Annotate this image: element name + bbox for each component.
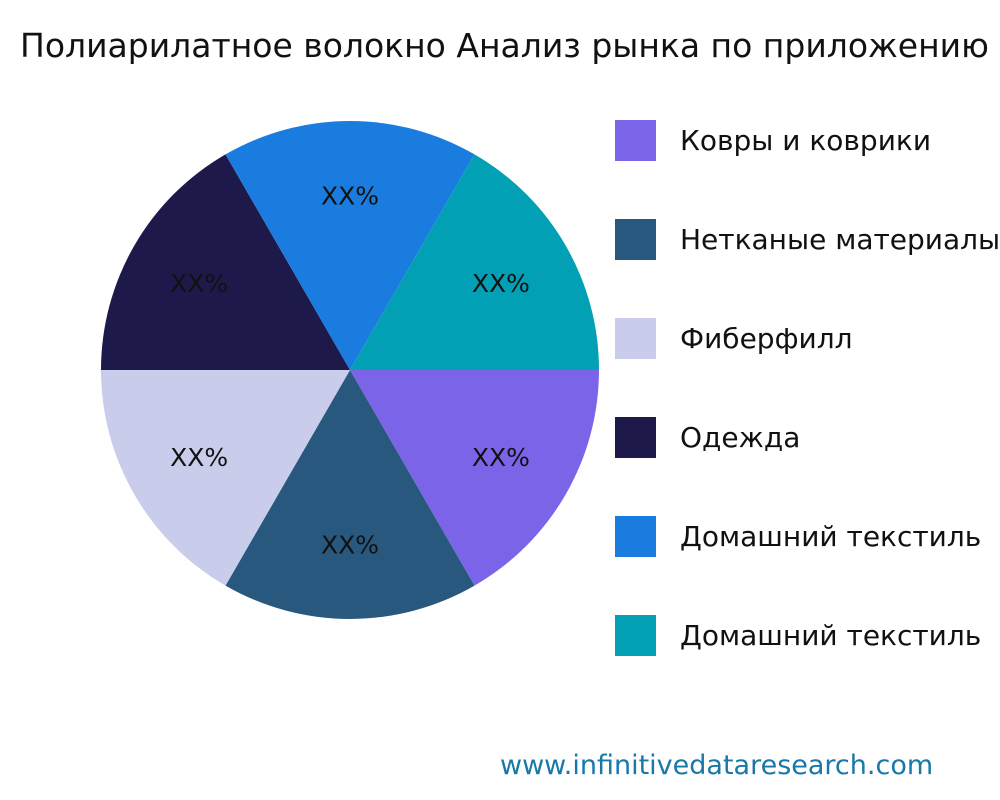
pie-slice-4	[225, 121, 475, 370]
chart-legend: Ковры и коврики Нетканые материалы Фибер…	[615, 120, 1000, 656]
legend-label-home-textile-2: Домашний текстиль	[680, 619, 982, 652]
pie-slice-5	[350, 154, 599, 370]
pie-slice-2	[101, 370, 350, 586]
legend-label-fiberfill: Фиберфилл	[680, 322, 853, 355]
legend-item-carpets: Ковры и коврики	[615, 120, 1000, 161]
legend-label-carpets: Ковры и коврики	[680, 124, 932, 157]
legend-label-nonwovens: Нетканые материалы	[680, 223, 1000, 256]
pie-slice-label-2: XX%	[170, 443, 228, 472]
legend-item-home-textile-1: Домашний текстиль	[615, 516, 1000, 557]
pie-slice-label-3: XX%	[170, 269, 228, 298]
legend-swatch-carpets	[615, 120, 656, 161]
chart-title: Полиарилатное волокно Анализ рынка по пр…	[20, 26, 989, 65]
legend-item-home-textile-2: Домашний текстиль	[615, 615, 1000, 656]
legend-swatch-fiberfill	[615, 318, 656, 359]
pie-slice-3	[101, 154, 350, 370]
legend-item-nonwovens: Нетканые материалы	[615, 219, 1000, 260]
legend-label-clothing: Одежда	[680, 421, 801, 454]
pie-slice-label-5: XX%	[472, 269, 530, 298]
pie-slice-label-1: XX%	[321, 530, 379, 559]
legend-item-clothing: Одежда	[615, 417, 1000, 458]
legend-swatch-home-textile-2	[615, 615, 656, 656]
legend-item-fiberfill: Фиберфилл	[615, 318, 1000, 359]
legend-swatch-home-textile-1	[615, 516, 656, 557]
pie-slice-label-0: XX%	[472, 443, 530, 472]
pie-slice-0	[350, 370, 599, 586]
legend-swatch-clothing	[615, 417, 656, 458]
pie-slice-1	[225, 370, 475, 619]
pie-chart-svg: XX% XX% XX% XX% XX% XX%	[101, 121, 599, 619]
legend-label-home-textile-1: Домашний текстиль	[680, 520, 982, 553]
pie-slice-label-4: XX%	[321, 182, 379, 211]
legend-swatch-nonwovens	[615, 219, 656, 260]
website-watermark: www.infinitivedataresearch.com	[500, 750, 934, 781]
pie-chart: XX% XX% XX% XX% XX% XX%	[100, 120, 600, 620]
